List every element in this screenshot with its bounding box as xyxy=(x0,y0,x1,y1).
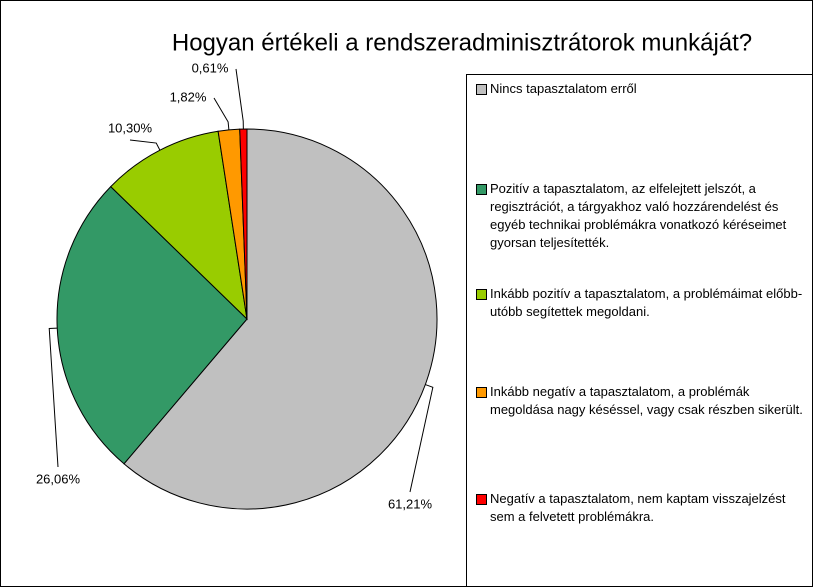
legend-label: Negatív a tapasztalatom, nem kaptam viss… xyxy=(490,491,786,524)
pie-slice xyxy=(110,130,248,321)
pie-slice xyxy=(123,128,438,510)
legend-swatch xyxy=(476,494,487,505)
legend-swatch xyxy=(476,387,487,398)
data-label: 61,21% xyxy=(388,496,433,511)
leader-line xyxy=(129,139,161,151)
legend-label: Nincs tapasztalatom erről xyxy=(490,81,637,96)
leader-line xyxy=(213,97,230,130)
leader-line xyxy=(409,384,434,493)
legend-label: Inkább pozitív a tapasztalatom, a problé… xyxy=(490,286,803,319)
data-label: 1,82% xyxy=(170,89,207,104)
legend-swatch xyxy=(476,184,487,195)
data-label: 10,30% xyxy=(108,120,153,135)
leader-line xyxy=(48,327,59,468)
data-label: 26,06% xyxy=(36,471,81,486)
legend-label: Pozitív a tapasztalatom, az elfelejtett … xyxy=(490,181,787,250)
data-label: 0,61% xyxy=(192,60,229,75)
legend-box xyxy=(466,74,813,587)
chart-title: Hogyan értékeli a rendszeradminisztrátor… xyxy=(172,29,752,56)
leader-line xyxy=(235,68,244,130)
legend-label: Inkább negatív a tapasztalatom, a problé… xyxy=(490,384,803,417)
pie-slice xyxy=(239,128,248,320)
legend-swatch xyxy=(476,289,487,300)
legend-swatch xyxy=(476,84,487,95)
